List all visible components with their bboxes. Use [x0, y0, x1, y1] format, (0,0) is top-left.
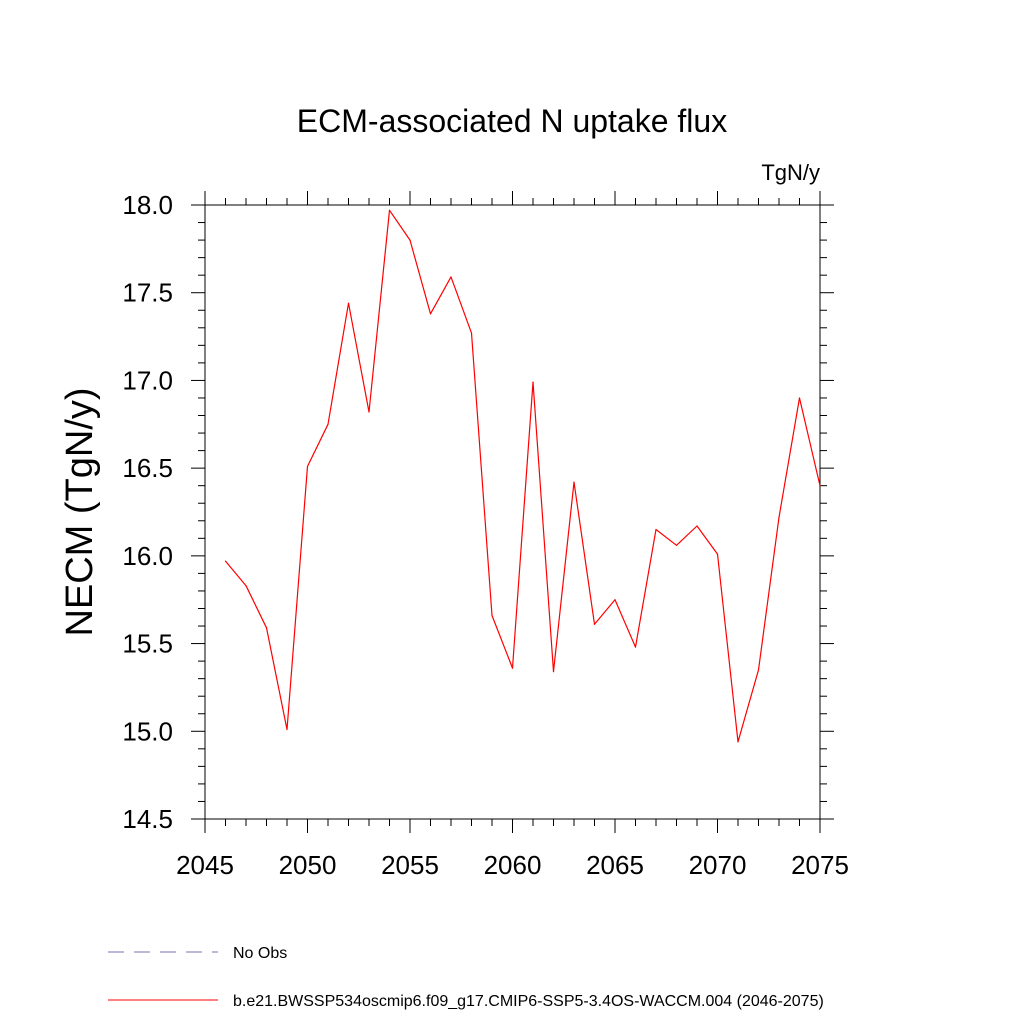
data-point	[675, 544, 678, 546]
data-point	[245, 585, 247, 587]
data-point	[450, 276, 452, 278]
x-tick-label: 2075	[791, 850, 849, 880]
series-group	[224, 209, 821, 743]
units-label: TgN/y	[761, 160, 820, 185]
data-point	[573, 481, 575, 483]
x-tick-label: 2070	[689, 850, 747, 880]
data-point	[757, 669, 760, 671]
data-point	[655, 528, 657, 531]
data-point	[819, 485, 821, 487]
y-tick-label: 16.0	[122, 541, 173, 571]
data-point	[429, 313, 432, 315]
axis-ticks	[191, 191, 834, 833]
data-point	[552, 671, 555, 673]
x-tick-label: 2050	[279, 850, 337, 880]
data-point	[778, 516, 780, 518]
data-point	[470, 332, 473, 334]
data-point	[716, 553, 719, 555]
data-point	[286, 728, 288, 731]
data-point	[491, 614, 493, 617]
series-line	[225, 209, 821, 743]
data-point	[511, 667, 514, 669]
axis-tick-labels: 2045 2050 2055 2060 2065 2070 2075 14.5 15.0 15.5…	[122, 190, 849, 880]
x-tick-label: 2055	[381, 850, 439, 880]
data-point	[224, 560, 227, 562]
y-tick-label: 17.5	[122, 278, 173, 308]
y-tick-label: 15.5	[122, 629, 173, 659]
data-point	[409, 239, 411, 241]
data-point	[696, 525, 698, 527]
data-point	[614, 599, 616, 601]
y-axis-label: NECM (TgN/y)	[59, 387, 101, 636]
data-point	[593, 623, 596, 625]
data-point	[347, 302, 350, 304]
plot-frame	[204, 204, 821, 820]
legend-label: b.e21.BWSSP534oscmip6.f09_g17.CMIP6-SSP5…	[233, 993, 824, 1010]
data-point	[368, 411, 370, 413]
data-point	[306, 465, 309, 467]
data-point	[798, 397, 801, 399]
data-point	[388, 209, 391, 211]
chart-title: ECM-associated N uptake flux	[297, 103, 727, 139]
data-point	[634, 646, 637, 648]
y-tick-label: 16.5	[122, 453, 173, 483]
data-point	[532, 381, 534, 383]
legend-label: No Obs	[233, 945, 287, 962]
data-point	[327, 423, 329, 425]
legend: No Obs b.e21.BWSSP534oscmip6.f09_g17.CMIP…	[108, 945, 824, 1010]
y-tick-label: 14.5	[122, 804, 173, 834]
y-tick-label: 17.0	[122, 365, 173, 395]
data-point	[265, 627, 268, 629]
x-tick-label: 2065	[586, 850, 644, 880]
data-point	[737, 741, 739, 743]
x-tick-label: 2060	[484, 850, 542, 880]
y-tick-label: 18.0	[122, 190, 173, 220]
x-tick-label: 2045	[176, 850, 234, 880]
y-tick-label: 15.0	[122, 716, 173, 746]
